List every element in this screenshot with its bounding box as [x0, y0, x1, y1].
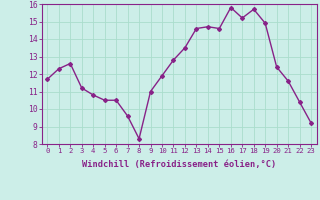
X-axis label: Windchill (Refroidissement éolien,°C): Windchill (Refroidissement éolien,°C) — [82, 160, 276, 169]
